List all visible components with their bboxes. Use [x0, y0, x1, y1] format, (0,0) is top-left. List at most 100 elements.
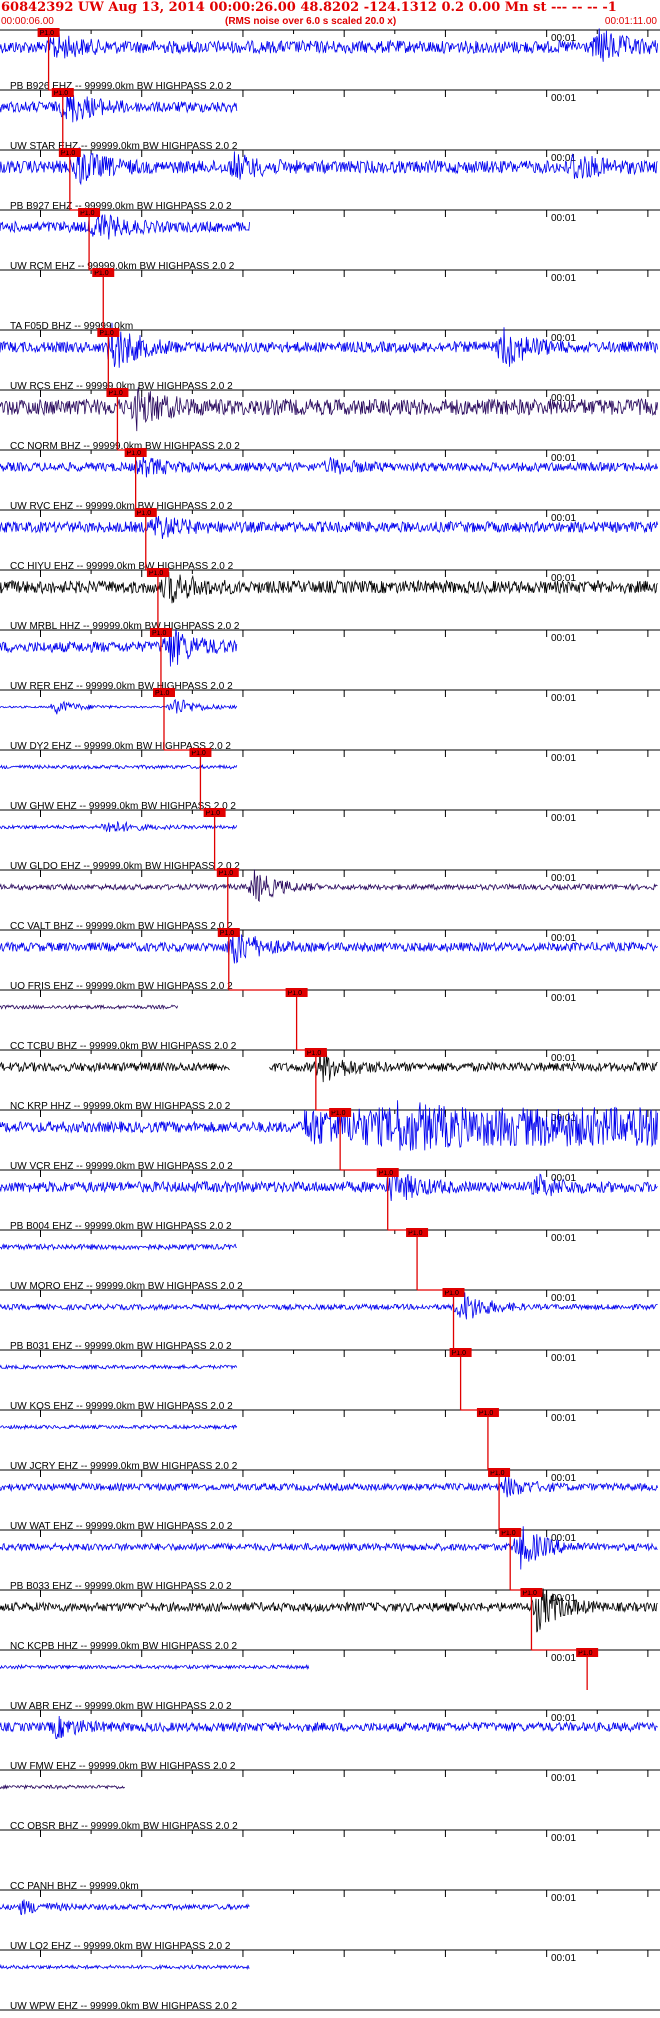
start-time: 00:00:06.00 [1, 16, 54, 27]
end-time: 00:01:11.00 [604, 16, 657, 27]
station-label: UW WAT EHZ -- 99999.0km BW HIGHPASS 2.0 … [10, 1521, 233, 1532]
waveform-trace [0, 1476, 658, 1498]
pick-label: P1.0 [288, 990, 303, 997]
pick-label: P1.0 [490, 1470, 505, 1477]
pick-label: P1.0 [452, 1350, 467, 1357]
waveform-trace [0, 1663, 310, 1671]
pick-label: P1.0 [94, 270, 109, 277]
tick-label: 00:01 [551, 273, 576, 284]
tick-label: 00:01 [551, 1713, 576, 1724]
station-label: UW GLDO EHZ -- 99999.0km BW HIGHPASS 2.0… [10, 861, 240, 872]
pick-label: P1.0 [501, 1530, 516, 1537]
pick-flag [499, 1528, 522, 1537]
station-label: PB B004 EHZ -- 99999.0km BW HIGHPASS 2.0… [10, 1221, 232, 1232]
pick-flag [576, 1648, 599, 1657]
tick-label: 00:01 [551, 213, 576, 224]
waveform-trace [0, 28, 658, 62]
waveform-trace [0, 1169, 658, 1202]
station-label: PB B033 EHZ -- 99999.0km BW HIGHPASS 2.0… [10, 1581, 232, 1592]
waveform-trace [0, 213, 250, 240]
tick-label: 00:01 [551, 993, 576, 1004]
tick-label: 00:01 [551, 1293, 576, 1304]
station-label: CC TCBU BHZ -- 99999.0km BW HIGHPASS 2.0… [10, 1041, 237, 1052]
pick-label: P1.0 [379, 1170, 394, 1177]
pick-flag [146, 568, 169, 577]
pick-flag [520, 1588, 543, 1597]
waveform-trace [0, 869, 658, 903]
pick-flag [124, 448, 147, 457]
pick-label: P1.0 [40, 30, 55, 37]
scaling-note: (RMS noise over 6.0 s scaled 20.0 x) [225, 16, 397, 27]
waveform-trace [0, 515, 658, 540]
station-label: CC OBSR BHZ -- 99999.0km BW HIGHPASS 2.0… [10, 1821, 238, 1832]
station-label: CC HIYU EHZ -- 99999.0km BW HIGHPASS 2.0… [10, 561, 234, 572]
pick-flag [285, 988, 308, 997]
waveform-trace [0, 820, 238, 833]
pick-flag [37, 28, 60, 37]
tick-label: 00:01 [551, 1893, 576, 1904]
pick-label: P1.0 [307, 1050, 322, 1057]
station-label: UW RCM EHZ -- 99999.0km BW HIGHPASS 2.0 … [10, 261, 235, 272]
pick-label: P1.0 [155, 690, 170, 697]
tick-label: 00:01 [551, 93, 576, 104]
pick-flag [189, 748, 212, 757]
station-label: UW ABR EHZ -- 99999.0km BW HIGHPASS 2.0 … [10, 1701, 232, 1712]
pick-label: P1.0 [220, 930, 235, 937]
tick-label: 00:01 [551, 1773, 576, 1784]
station-label: TA F05D BHZ -- 99999.0km [10, 321, 133, 332]
station-label: UW MRBL HHZ -- 99999.0km BW HIGHPASS 2.0… [10, 621, 240, 632]
pick-label: P1.0 [522, 1590, 537, 1597]
pick-flag [149, 628, 172, 637]
station-label: UW MORO EHZ -- 99999.0km BW HIGHPASS 2.0… [10, 1281, 243, 1292]
pick-flag [329, 1108, 352, 1117]
pick-flag [203, 808, 226, 817]
tick-label: 00:01 [551, 573, 576, 584]
station-label: UW KOS EHZ -- 99999.0km BW HIGHPASS 2.0 … [10, 1401, 233, 1412]
tick-label: 00:01 [551, 1473, 576, 1484]
pick-label: P1.0 [578, 1650, 593, 1657]
station-label: UW FMW EHZ -- 99999.0km BW HIGHPASS 2.0 … [10, 1761, 236, 1772]
tick-label: 00:01 [551, 1053, 576, 1064]
pick-flag [51, 88, 74, 97]
waveform-trace [0, 929, 658, 964]
tick-label: 00:01 [551, 933, 576, 944]
pick-flag [92, 268, 115, 277]
tick-label: 00:01 [551, 753, 576, 764]
pick-label: P1.0 [479, 1410, 494, 1417]
pick-label: P1.0 [137, 510, 152, 517]
tick-label: 00:01 [551, 1593, 576, 1604]
waveform-trace [0, 387, 658, 432]
pick-flag [488, 1468, 511, 1477]
pick-flag [97, 328, 120, 337]
station-label: UW RER EHZ -- 99999.0km BW HIGHPASS 2.0 … [10, 681, 233, 692]
waveform-trace [0, 1715, 658, 1740]
station-label: NC KCPB HHZ -- 99999.0km BW HIGHPASS 2.0… [10, 1641, 238, 1652]
station-label: UO FRIS EHZ -- 99999.0km BW HIGHPASS 2.0… [10, 981, 233, 992]
station-label: PB B927 EHZ -- 99999.0km BW HIGHPASS 2.0… [10, 201, 232, 212]
station-label: UW RCS EHZ -- 99999.0km BW HIGHPASS 2.0 … [10, 381, 233, 392]
pick-label: P1.0 [108, 390, 123, 397]
waveform-trace [0, 628, 238, 667]
waveform-trace [0, 455, 658, 478]
waveform-trace [0, 1588, 658, 1633]
pick-flag [134, 508, 157, 517]
pick-label: P1.0 [149, 570, 164, 577]
tick-label: 00:01 [551, 1833, 576, 1844]
waveform-trace [0, 1964, 250, 1971]
pick-flag [449, 1348, 472, 1357]
pick-flag [304, 1048, 327, 1057]
waveform-trace [0, 1899, 250, 1916]
waveform-trace [0, 88, 238, 123]
tick-label: 00:01 [551, 1953, 576, 1964]
station-label: UW RVC EHZ -- 99999.0km BW HIGHPASS 2.0 … [10, 501, 233, 512]
station-label: UW STAR EHZ -- 99999.0km BW HIGHPASS 2.0… [10, 141, 238, 152]
pick-label: P1.0 [408, 1230, 423, 1237]
waveform-trace [0, 147, 658, 186]
station-label: NC KRP HHZ -- 99999.0km BW HIGHPASS 2.0 … [10, 1101, 231, 1112]
waveform-trace [0, 1292, 658, 1320]
station-label: CC PANH BHZ -- 99999.0km [10, 1881, 139, 1892]
pick-flag [78, 208, 101, 217]
waveform-trace [0, 1100, 658, 1151]
pick-flag [406, 1228, 429, 1237]
